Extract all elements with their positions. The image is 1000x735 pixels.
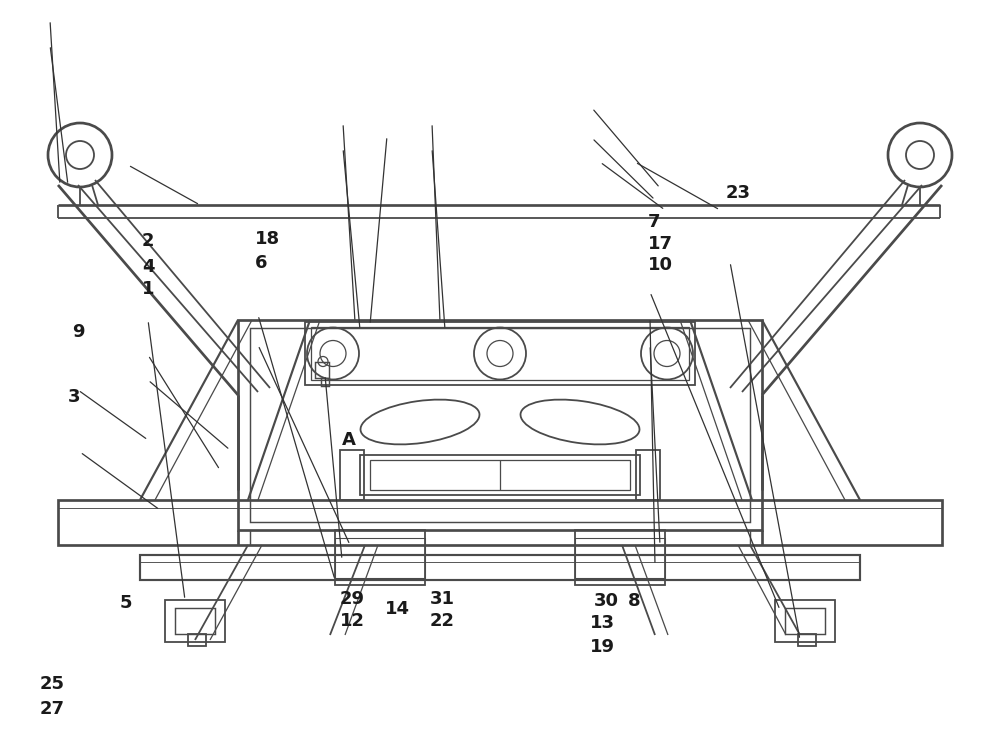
Text: 7: 7 <box>648 213 660 231</box>
Text: 22: 22 <box>430 612 455 630</box>
Bar <box>238 320 762 530</box>
Text: 13: 13 <box>590 614 615 632</box>
Text: 17: 17 <box>648 235 673 253</box>
Bar <box>360 455 640 495</box>
Text: 8: 8 <box>628 592 641 610</box>
Bar <box>785 608 825 634</box>
Bar <box>165 600 225 642</box>
Bar <box>175 608 215 634</box>
Text: 18: 18 <box>255 230 280 248</box>
Bar <box>311 327 689 380</box>
Bar <box>188 634 206 646</box>
Text: 3: 3 <box>68 388 80 406</box>
Text: 25: 25 <box>40 675 65 692</box>
Bar <box>321 378 329 385</box>
Text: 4: 4 <box>142 258 154 276</box>
Bar <box>798 634 816 646</box>
Bar <box>370 460 630 490</box>
Text: 6: 6 <box>255 254 268 272</box>
Bar <box>305 322 695 385</box>
Bar <box>250 328 750 522</box>
Bar <box>58 500 942 545</box>
Text: 12: 12 <box>340 612 365 630</box>
Bar <box>335 530 425 585</box>
Text: 10: 10 <box>648 256 673 273</box>
Text: 27: 27 <box>40 700 65 718</box>
Text: 29: 29 <box>340 590 365 608</box>
Bar <box>775 600 835 642</box>
Text: 23: 23 <box>726 184 751 201</box>
Text: 14: 14 <box>385 600 410 617</box>
Bar <box>335 538 425 578</box>
Bar <box>575 530 665 585</box>
Text: 5: 5 <box>120 594 132 612</box>
Text: A: A <box>342 431 356 448</box>
Text: 1: 1 <box>142 280 154 298</box>
Text: 19: 19 <box>590 638 615 656</box>
Bar <box>140 555 860 580</box>
Text: 30: 30 <box>594 592 619 610</box>
Bar <box>575 538 665 578</box>
Bar <box>340 450 364 500</box>
Text: 31: 31 <box>430 590 455 608</box>
Bar <box>315 362 329 378</box>
Bar <box>636 450 660 500</box>
Text: 2: 2 <box>142 232 154 250</box>
Text: 9: 9 <box>72 323 84 341</box>
